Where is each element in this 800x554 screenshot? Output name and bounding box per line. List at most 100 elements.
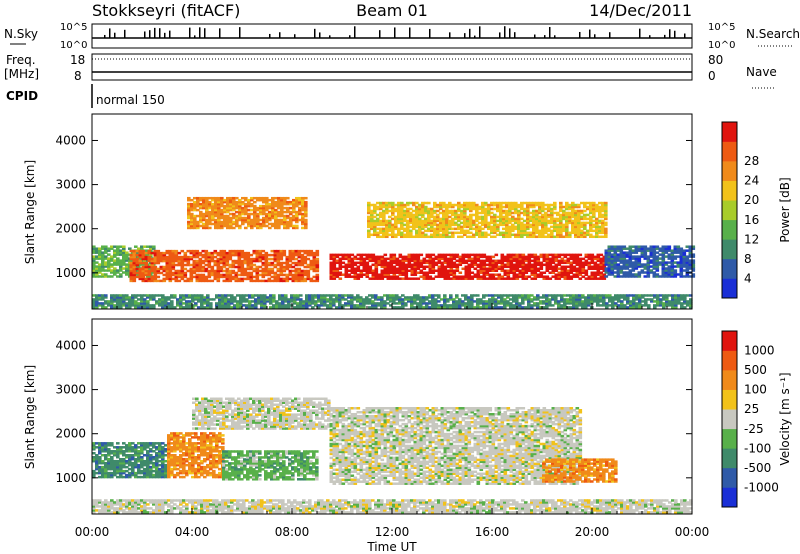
data-cell bbox=[443, 267, 448, 271]
data-cell bbox=[431, 257, 436, 261]
data-cell bbox=[559, 203, 563, 207]
data-cell bbox=[557, 300, 561, 303]
data-cell bbox=[362, 259, 367, 263]
data-cell bbox=[270, 275, 275, 279]
data-cell bbox=[134, 306, 138, 309]
data-cell bbox=[229, 224, 233, 228]
data-cell bbox=[215, 302, 219, 305]
data-cell bbox=[601, 229, 605, 233]
data-cell bbox=[517, 233, 521, 237]
data-cell bbox=[240, 277, 245, 281]
data-cell bbox=[225, 261, 230, 265]
data-cell bbox=[125, 269, 129, 272]
data-cell bbox=[442, 221, 446, 225]
data-cell bbox=[229, 216, 233, 220]
data-cell bbox=[262, 196, 266, 200]
data-cell bbox=[311, 296, 315, 299]
data-cell bbox=[309, 261, 314, 265]
data-cell bbox=[254, 298, 258, 301]
data-cell bbox=[282, 267, 287, 271]
data-cell bbox=[554, 300, 558, 303]
data-cell bbox=[410, 271, 415, 274]
data-cell bbox=[255, 273, 260, 277]
data-cell bbox=[569, 263, 574, 267]
data-cell bbox=[404, 273, 409, 276]
data-cell bbox=[171, 263, 176, 267]
data-cell bbox=[98, 263, 102, 266]
data-cell bbox=[356, 304, 360, 307]
data-cell bbox=[201, 273, 206, 277]
data-cell bbox=[224, 306, 228, 309]
data-cell bbox=[241, 216, 245, 220]
data-cell bbox=[398, 269, 403, 272]
data-cell bbox=[488, 277, 493, 280]
data-cell bbox=[220, 198, 224, 202]
data-cell bbox=[138, 253, 143, 257]
data-cell bbox=[185, 296, 189, 299]
data-cell bbox=[269, 302, 273, 305]
data-cell bbox=[113, 253, 117, 256]
data-cell bbox=[407, 263, 412, 267]
data-cell bbox=[288, 251, 293, 255]
data-cell bbox=[373, 225, 377, 229]
data-cell bbox=[419, 265, 424, 269]
data-cell bbox=[386, 273, 391, 276]
data-cell bbox=[385, 233, 389, 237]
data-cell bbox=[526, 235, 530, 239]
data-cell bbox=[174, 271, 179, 275]
data-cell bbox=[187, 212, 191, 216]
data-cell bbox=[367, 231, 371, 235]
data-cell bbox=[113, 267, 117, 270]
data-cell bbox=[505, 209, 509, 213]
data-cell bbox=[461, 259, 466, 263]
data-cell bbox=[505, 233, 509, 237]
data-cell bbox=[526, 211, 530, 215]
data-cell bbox=[607, 249, 612, 252]
data-cell bbox=[472, 233, 476, 237]
data-cell bbox=[467, 269, 472, 272]
data-cell bbox=[649, 259, 654, 262]
data-cell bbox=[250, 220, 254, 224]
data-cell bbox=[179, 306, 183, 309]
data-cell bbox=[234, 265, 239, 269]
data-cell bbox=[320, 294, 324, 297]
data-cell bbox=[569, 302, 573, 305]
data-cell bbox=[508, 225, 512, 229]
data-cell bbox=[508, 217, 512, 221]
data-cell bbox=[641, 300, 645, 303]
data-cell bbox=[464, 275, 469, 278]
data-cell bbox=[217, 214, 221, 218]
data-cell bbox=[213, 251, 218, 255]
data-cell bbox=[141, 251, 146, 255]
data-cell bbox=[590, 275, 595, 278]
data-cell bbox=[421, 203, 425, 207]
data-cell bbox=[556, 231, 560, 235]
data-cell bbox=[267, 257, 272, 261]
data-cell bbox=[225, 275, 230, 279]
data-cell bbox=[401, 304, 405, 307]
data-cell bbox=[291, 257, 296, 261]
data-cell bbox=[419, 306, 423, 309]
data-cell bbox=[386, 271, 391, 274]
data-cell bbox=[464, 261, 469, 265]
data-cell bbox=[544, 213, 548, 217]
data-cell bbox=[508, 231, 512, 235]
data-cell bbox=[122, 245, 126, 248]
data-cell bbox=[535, 217, 539, 221]
data-cell bbox=[412, 227, 416, 231]
data-cell bbox=[587, 304, 591, 307]
data-cell bbox=[628, 259, 633, 262]
data-cell bbox=[649, 265, 654, 268]
data-cell bbox=[341, 261, 346, 265]
data-cell bbox=[156, 261, 161, 265]
data-cell bbox=[265, 198, 269, 202]
data-cell bbox=[445, 211, 449, 215]
data-cell bbox=[628, 249, 633, 252]
data-cell bbox=[680, 298, 684, 301]
data-cell bbox=[171, 257, 176, 261]
data-cell bbox=[643, 251, 648, 254]
data-cell bbox=[428, 296, 432, 299]
data-cell bbox=[380, 275, 385, 278]
data-cell bbox=[503, 255, 508, 259]
data-cell bbox=[335, 300, 339, 303]
